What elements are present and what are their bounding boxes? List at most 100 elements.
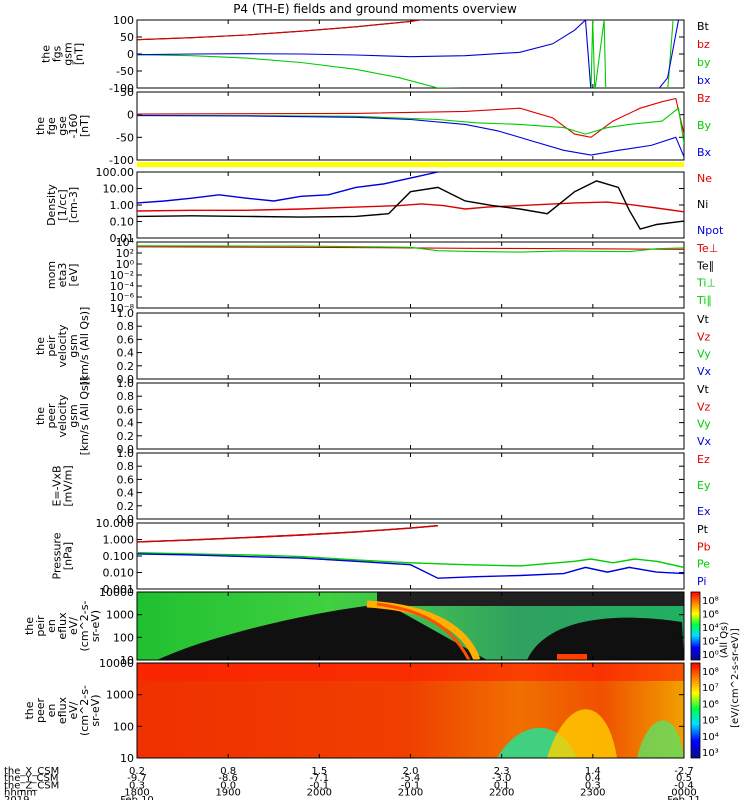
ylabel-line: eV/ bbox=[67, 701, 80, 719]
ytick-label: 0.6 bbox=[117, 333, 135, 346]
ylabel-line: [1/cc] bbox=[56, 189, 69, 220]
panels: 100500-50-100thefgsgsm[nT]Btbzbybx500-50… bbox=[23, 14, 724, 765]
ylabel-line: velocity bbox=[56, 324, 69, 367]
ylabel-line: en bbox=[45, 704, 58, 718]
legend-label: bz bbox=[697, 38, 710, 51]
legend-label: Te⊥ bbox=[696, 242, 718, 255]
ytick-label: 100 bbox=[113, 14, 134, 27]
footer-row-label: the_Z_CSM bbox=[4, 780, 59, 791]
panel-density: 100.00 10.00 1.00 0.10 0.01 Density[1/cc][cm-… bbox=[45, 166, 724, 245]
ylabel-line: [eV] bbox=[67, 264, 80, 287]
legend-label: Vy bbox=[697, 418, 711, 431]
footer-cell: 0000 bbox=[671, 788, 696, 799]
ytick-label: 1000 bbox=[106, 609, 134, 622]
footer-cell: 0.3 bbox=[585, 780, 601, 791]
footer-cell: -5.4 bbox=[401, 773, 421, 784]
footer-cell: 1.5 bbox=[311, 766, 327, 777]
ytick-label: 10000 bbox=[99, 657, 134, 670]
ytick-label: 0.001 bbox=[103, 583, 135, 596]
ylabel-line: fge bbox=[45, 117, 58, 135]
ytick-label: 10 bbox=[120, 752, 134, 765]
ylabel-line: eflux bbox=[56, 696, 69, 724]
legend-label: Vx bbox=[697, 435, 712, 448]
ytick-label: 10⁴ bbox=[116, 236, 135, 249]
colorbar-tick: 10⁰ bbox=[702, 650, 719, 661]
ytick-label: 0.2 bbox=[117, 360, 135, 373]
ylabel-line: the bbox=[23, 701, 36, 719]
colorbar-tick: 10⁵ bbox=[702, 716, 719, 727]
ytick-label: 10² bbox=[116, 247, 134, 260]
footer-row-label: the_Y_CSM bbox=[4, 773, 58, 784]
ylabel-line: the bbox=[34, 337, 47, 355]
legend-label: Ti∥ bbox=[696, 294, 712, 307]
series-line-Bz bbox=[137, 97, 684, 138]
colorbar-tick: 10⁴ bbox=[702, 732, 719, 743]
ytick-label: 0.010 bbox=[103, 567, 135, 580]
ylabel-line: [cm-3] bbox=[67, 187, 80, 223]
footer-cell: 1800 bbox=[124, 788, 149, 799]
ytick-label: 10000 bbox=[99, 586, 134, 599]
ylabel-line: sr-eV) bbox=[89, 610, 102, 642]
quality-flag-bar bbox=[137, 162, 684, 167]
ytick-label: 0.2 bbox=[117, 430, 135, 443]
ylabel-line: Pressure bbox=[51, 532, 64, 579]
ylabel-line: peer bbox=[34, 698, 47, 724]
panel-efield: 1.00.80.60.40.20.0 E=-VxB[mV/m] Ez Ey Ex bbox=[51, 447, 711, 526]
ylabel-line: the bbox=[23, 617, 36, 635]
ytick-label: 100 bbox=[113, 631, 134, 644]
ytick-label: 0.4 bbox=[117, 417, 135, 430]
colorbar-label-2: (All Qs) bbox=[719, 622, 730, 659]
ytick-label: 50 bbox=[120, 86, 134, 99]
series-line-by bbox=[137, 20, 674, 88]
ylabel-line: E=-VxB bbox=[51, 465, 64, 506]
ytick-label: 0.4 bbox=[117, 487, 135, 500]
footer-cell: Feb 10 bbox=[120, 795, 154, 800]
footer-cell: -3.0 bbox=[492, 773, 512, 784]
colorbar-tick: 10⁷ bbox=[702, 683, 719, 694]
ytick-label: 0.0 bbox=[117, 513, 135, 526]
legend-label: by bbox=[697, 56, 711, 69]
ylabel-line: the bbox=[40, 45, 53, 63]
series-line-Npot bbox=[137, 172, 439, 204]
ylabel-line: mom bbox=[45, 261, 58, 289]
colorbar-tick: 10³ bbox=[702, 748, 719, 759]
footer-cell: 2.0 bbox=[403, 766, 419, 777]
ytick-label: 10.000 bbox=[96, 517, 135, 530]
ytick-label: 0.10 bbox=[110, 216, 135, 229]
colorbar-tick: 10⁴ bbox=[702, 623, 719, 634]
ytick-label: -100 bbox=[109, 82, 134, 95]
ylabel-line: [nT] bbox=[73, 43, 86, 65]
footer-cell: 0.3 bbox=[129, 780, 145, 791]
ylabel-line: peer bbox=[45, 403, 58, 429]
ytick-label: -100 bbox=[109, 154, 134, 167]
colorbar-peir-eflux bbox=[690, 591, 701, 661]
footer-cell: 0.2 bbox=[129, 766, 145, 777]
footer-cell: 2200 bbox=[489, 788, 514, 799]
panel-frame bbox=[136, 382, 685, 450]
footer-cell: 2000 bbox=[307, 788, 332, 799]
ylabel-line: (cm^2-s- bbox=[78, 601, 91, 652]
series-line-Pi bbox=[137, 553, 684, 579]
ytick-label: 1.00 bbox=[110, 199, 135, 212]
ylabel-line: eV/ bbox=[67, 617, 80, 635]
footer-cell: Feb 11 bbox=[667, 795, 701, 800]
ylabel-line: [nT] bbox=[78, 115, 91, 137]
ytick-label: 10⁻⁸ bbox=[110, 302, 135, 315]
ytick-label: 0 bbox=[127, 109, 134, 122]
ytick-label: 10⁻⁴ bbox=[110, 280, 135, 293]
panel-peer-vel: 1.00.80.60.40.20.0 thepeervelocitygsm[km/… bbox=[34, 377, 712, 456]
ylabel-line: Density bbox=[45, 184, 58, 226]
ytick-label: 10⁻⁶ bbox=[110, 291, 135, 304]
spectrogram-void-top bbox=[377, 592, 684, 606]
ylabel-line: the bbox=[34, 117, 47, 135]
legend-label: Pi bbox=[697, 575, 706, 588]
panel-frame bbox=[136, 91, 685, 161]
legend-label: Bx bbox=[697, 146, 712, 159]
panel-pressure: 10.000 1.000 0.100 0.010 0.001 Pressure[nPa] P… bbox=[51, 517, 711, 596]
legend-label: Vt bbox=[697, 383, 710, 396]
footer-cell: -8.6 bbox=[218, 773, 238, 784]
